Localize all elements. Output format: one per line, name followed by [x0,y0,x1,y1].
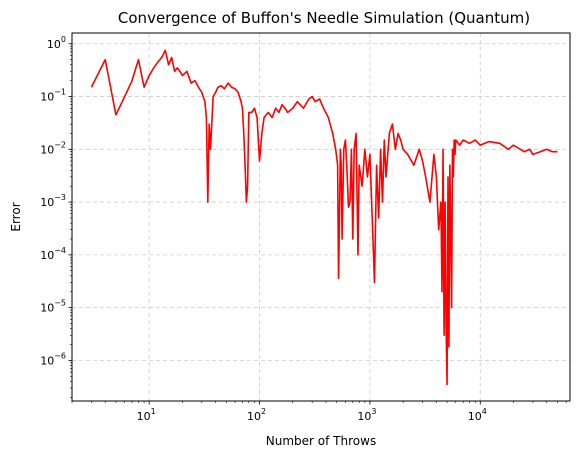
chart-title: Convergence of Buffon's Needle Simulatio… [118,9,530,27]
x-axis-label: Number of Throws [266,434,376,448]
plot-frame [71,32,571,402]
series-layer [90,49,558,386]
y-axis-label: Error [9,202,23,231]
error-series-line [90,49,558,386]
grid [72,33,570,401]
